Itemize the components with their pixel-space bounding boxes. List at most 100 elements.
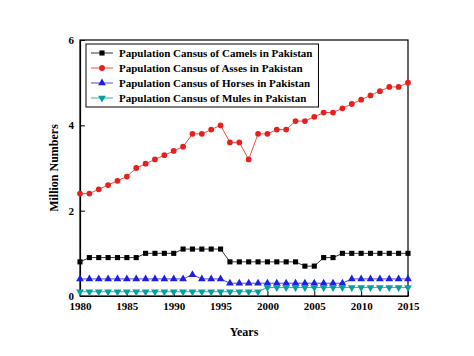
tick-label: 6 — [69, 34, 75, 46]
marker — [124, 255, 129, 260]
tick-mark — [267, 291, 268, 296]
legend: Papulation Cansus of Camels in PakistanP… — [86, 44, 318, 107]
tick: 0 — [69, 290, 86, 302]
marker-group — [367, 274, 375, 281]
marker-group — [330, 110, 336, 116]
marker-group — [292, 279, 300, 286]
marker-group — [311, 114, 317, 120]
marker — [142, 274, 150, 281]
marker-group — [114, 289, 122, 296]
tick: 2000 — [257, 291, 280, 312]
marker — [273, 279, 281, 286]
tick-mark — [408, 291, 409, 296]
marker-group — [142, 274, 150, 281]
marker — [227, 259, 232, 264]
marker-group — [95, 274, 103, 281]
marker — [385, 274, 393, 281]
marker-group — [170, 289, 178, 296]
marker — [367, 285, 375, 292]
marker-group — [179, 274, 187, 281]
marker — [181, 247, 186, 252]
marker — [86, 191, 92, 197]
marker-group — [106, 255, 111, 260]
tick: 4 — [69, 119, 86, 131]
marker-group — [340, 105, 346, 111]
marker — [329, 279, 337, 286]
marker-group — [254, 289, 262, 296]
marker-group — [76, 289, 84, 296]
marker — [218, 122, 224, 128]
legend-item: Papulation Cansus of Asses in Pakistan — [91, 62, 303, 74]
marker-group — [96, 255, 101, 260]
marker-group — [405, 80, 411, 86]
marker-group — [152, 251, 157, 256]
marker — [321, 110, 327, 116]
marker — [104, 289, 112, 296]
marker-group — [132, 274, 140, 281]
marker — [274, 259, 279, 264]
marker — [310, 279, 318, 286]
marker-group — [77, 191, 83, 197]
marker — [106, 255, 111, 260]
marker — [404, 274, 412, 281]
marker-group — [76, 274, 84, 281]
marker — [255, 131, 261, 137]
marker — [236, 140, 242, 146]
tick-label: 2015 — [398, 300, 421, 312]
marker — [217, 274, 225, 281]
axis-line — [80, 41, 81, 297]
marker — [105, 182, 111, 188]
marker-group — [348, 285, 356, 292]
marker-group — [171, 148, 177, 154]
marker-group — [245, 279, 253, 286]
marker — [245, 289, 253, 296]
marker-group — [208, 127, 214, 133]
marker-group — [123, 274, 131, 281]
marker — [405, 80, 411, 86]
marker — [368, 93, 374, 99]
marker — [77, 191, 83, 197]
marker — [246, 259, 251, 264]
marker — [310, 285, 318, 292]
marker — [189, 270, 197, 277]
marker — [265, 131, 271, 137]
marker-group — [283, 127, 289, 133]
tick-mark — [80, 125, 85, 126]
marker-group — [282, 285, 290, 292]
marker — [217, 289, 225, 296]
marker — [368, 251, 373, 256]
marker-group — [124, 255, 129, 260]
marker — [209, 247, 214, 252]
marker-group — [348, 274, 356, 281]
marker — [293, 259, 298, 264]
marker — [134, 255, 139, 260]
series-line — [80, 249, 408, 266]
marker — [292, 279, 300, 286]
marker-group — [404, 274, 412, 281]
marker — [235, 279, 243, 286]
marker — [321, 255, 326, 260]
marker — [293, 118, 299, 124]
legend-marker-group — [98, 79, 106, 86]
marker-group — [198, 274, 206, 281]
marker — [301, 285, 309, 292]
marker — [312, 264, 317, 269]
marker-group — [376, 285, 384, 292]
marker-group — [170, 274, 178, 281]
marker-group — [207, 289, 215, 296]
marker-group — [236, 140, 242, 146]
marker-group — [395, 274, 403, 281]
legend-marker-group — [98, 96, 106, 103]
marker — [151, 274, 159, 281]
marker-group — [256, 259, 261, 264]
marker — [358, 97, 364, 103]
marker — [302, 118, 308, 124]
marker-group — [207, 274, 215, 281]
marker — [254, 289, 262, 296]
series-line — [80, 83, 408, 194]
marker-group — [339, 279, 347, 286]
marker-group — [218, 247, 223, 252]
tick-label: 1995 — [210, 300, 233, 312]
marker-group — [396, 251, 401, 256]
marker-group — [302, 264, 307, 269]
